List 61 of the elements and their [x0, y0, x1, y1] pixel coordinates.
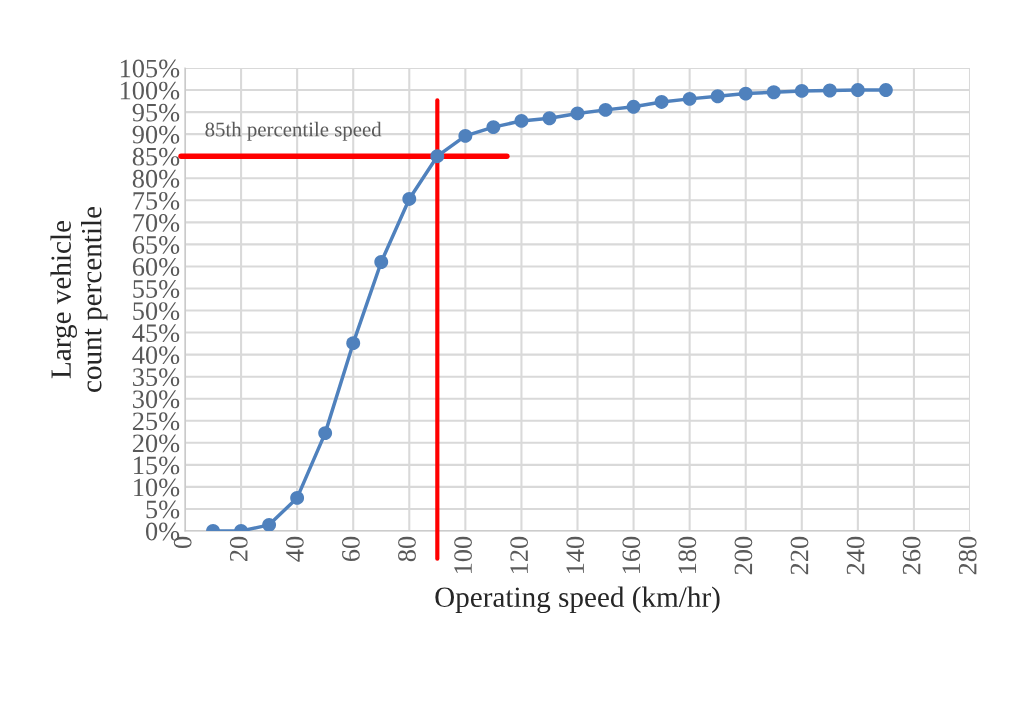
x-tick-label: 240	[846, 536, 865, 575]
x-tick-label: 140	[566, 536, 585, 574]
y-tick-label: 45%	[132, 324, 180, 343]
point	[318, 426, 333, 441]
y-tick-label: 20%	[132, 434, 180, 453]
x-tick-label: 280	[958, 536, 977, 575]
point	[542, 111, 557, 126]
y-tick-label: 40%	[132, 346, 180, 365]
point	[514, 113, 529, 128]
x-tick-label: 20	[229, 536, 248, 562]
point	[822, 83, 837, 98]
point	[766, 85, 781, 100]
y-tick-label: 65%	[132, 235, 180, 254]
y-tick-label: 55%	[133, 280, 180, 298]
point	[654, 95, 669, 109]
y-tick-label: 60%	[132, 258, 180, 276]
ref-line-label: 85th percentile speed	[205, 121, 382, 141]
y-tick-label: 30%	[133, 390, 180, 409]
y-tick-label: 105%	[120, 59, 180, 78]
point	[290, 490, 305, 505]
y-tick-label: 50%	[133, 302, 180, 321]
y-tick-label: 95%	[132, 103, 180, 122]
y-tick-label: 85%	[132, 147, 180, 166]
x-tick-label: 80	[398, 536, 416, 562]
x-tick-label: 180	[678, 536, 697, 574]
x-tick-label: 60	[342, 536, 360, 562]
x-tick-label: 100	[454, 536, 472, 574]
point	[794, 83, 809, 98]
y-axis-title: Large vehicle count percentile	[50, 206, 108, 392]
y-tick-label: 25%	[132, 412, 180, 431]
x-axis-title: Operating speed (km/hr)	[435, 586, 720, 614]
point	[626, 99, 641, 114]
x-tick-label: 260	[902, 536, 921, 575]
point	[486, 120, 501, 135]
y-tick-label: 10%	[134, 478, 180, 497]
x-tick-label: 200	[734, 536, 753, 575]
y-tick-label: 35%	[133, 368, 180, 387]
y-tick-label: 70%	[133, 213, 180, 232]
y-tick-label: 15%	[134, 456, 180, 475]
x-tick-label: 220	[790, 536, 809, 575]
point	[374, 255, 389, 269]
point	[346, 336, 361, 351]
y-tick-label: 5%	[146, 500, 180, 519]
y-tick-label: 80%	[132, 169, 180, 188]
point	[878, 83, 893, 97]
point	[458, 128, 473, 143]
y-tick-label: 100%	[120, 81, 180, 100]
point	[682, 91, 697, 106]
point	[710, 89, 725, 104]
point	[598, 102, 613, 117]
x-tick-label: 40	[285, 536, 304, 562]
y-tick-label: 90%	[132, 125, 180, 144]
point	[570, 106, 585, 121]
point	[850, 83, 865, 97]
point	[262, 517, 277, 531]
point	[738, 86, 753, 101]
point	[402, 192, 417, 206]
x-tick-label: 160	[622, 536, 641, 574]
y-tick-label: 75%	[133, 191, 180, 210]
x-tick-label: 120	[510, 536, 529, 574]
point	[430, 149, 445, 164]
